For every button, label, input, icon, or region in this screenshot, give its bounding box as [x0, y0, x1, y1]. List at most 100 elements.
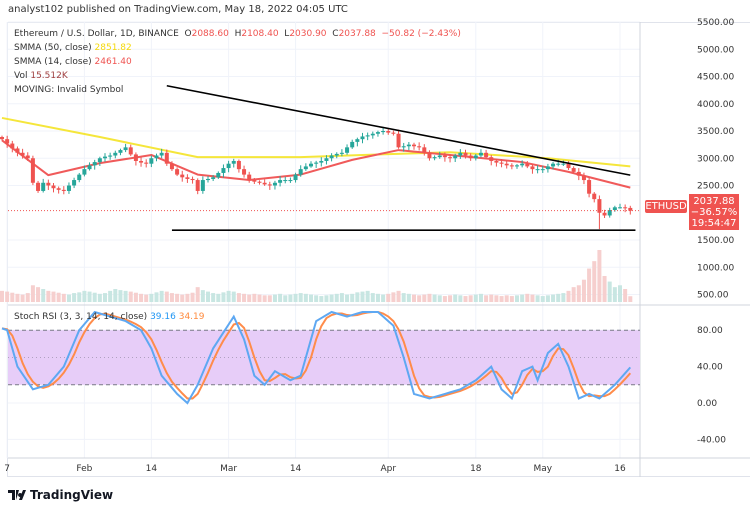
candle-body [56, 188, 61, 190]
time-axis-label: May [533, 464, 552, 474]
symbol-legend: Ethereum / U.S. Dollar, 1D, BINANCE O208… [14, 29, 461, 39]
volume-bar [56, 292, 61, 302]
tradingview-logo-icon [8, 490, 26, 500]
volume-bar [247, 294, 252, 302]
candle-body [396, 133, 401, 148]
moving-legend[interactable]: MOVING: Invalid Symbol [14, 85, 124, 95]
candle-body [103, 156, 107, 159]
candle-body [267, 184, 272, 186]
volume-bar [211, 293, 216, 302]
candle-body [587, 180, 592, 194]
candle-body [185, 177, 190, 179]
volume-bar [226, 290, 231, 302]
candle-body [453, 155, 458, 159]
price-axis-label: 3000.00 [697, 154, 734, 164]
candle-body [545, 166, 550, 170]
candle-body [345, 147, 350, 153]
bar-countdown: 19:54:47 [691, 218, 737, 229]
candle-body [561, 163, 566, 165]
volume-bar [41, 289, 46, 302]
symbol-name: Ethereum / U.S. Dollar, 1D, BINANCE [14, 29, 179, 39]
stoch-k-line [1, 310, 632, 405]
time-axis-label: 18 [470, 464, 482, 474]
volume-bar [401, 293, 406, 302]
candle-body [278, 180, 283, 183]
volume-bar [154, 292, 159, 302]
volume-bar [169, 293, 174, 302]
volume-bar [293, 293, 298, 302]
time-axis-label: 14 [146, 464, 158, 474]
volume-bar [545, 295, 550, 302]
candle-body [540, 169, 545, 171]
volume-bar [10, 292, 15, 302]
volume-legend[interactable]: Vol 15.512K [14, 71, 68, 81]
high-value: 2108.40 [241, 29, 279, 39]
candle-body [473, 155, 478, 159]
smma14-legend[interactable]: SMMA (14, close) 2461.40 [14, 57, 132, 67]
candle-body [391, 132, 396, 134]
volume-bar [25, 293, 30, 302]
volume-bar [252, 293, 257, 302]
close-value: 2037.88 [338, 29, 376, 39]
price-axis-label: 4000.00 [697, 100, 734, 110]
volume-bar [139, 293, 144, 302]
candle-body [206, 178, 210, 181]
candle-body [437, 155, 442, 158]
candle-body [221, 168, 226, 173]
time-axis-label: 14 [290, 464, 302, 474]
volume-bar [525, 293, 530, 302]
stoch-rsi-legend[interactable]: Stoch RSI (3, 3, 14, 14, close) 39.16 34… [14, 312, 205, 322]
volume-bar [468, 295, 473, 302]
volume-bar [257, 294, 262, 302]
candle-body [602, 212, 607, 216]
candle-body [607, 210, 612, 216]
candle-body [242, 169, 247, 175]
volume-bar [113, 289, 118, 302]
candle-body [406, 144, 411, 147]
stoch-axis-label: 40.00 [697, 363, 723, 373]
time-axis-label: Feb [76, 464, 92, 474]
volume-bar [355, 292, 360, 302]
candle-body [247, 174, 252, 181]
volume-bar [602, 276, 607, 302]
stoch-axis-label: -40.00 [697, 435, 726, 445]
candle-body [324, 158, 329, 161]
candle-body [350, 141, 355, 148]
volume-bar [221, 292, 226, 302]
volume-bar [319, 296, 324, 302]
price-axis-label: 4500.00 [697, 73, 734, 83]
volume-bar [499, 296, 504, 302]
candle-body [61, 189, 66, 191]
volume-bar [242, 293, 247, 302]
volume-bar [314, 295, 319, 302]
volume-bar [108, 290, 113, 302]
volume-bar [597, 250, 602, 302]
candle-body [211, 177, 216, 179]
volume-bar [612, 287, 617, 302]
volume-bar [288, 294, 293, 302]
volume-bar [30, 285, 35, 302]
candle-body [365, 135, 370, 137]
volume-bar [463, 296, 468, 302]
candle-body [144, 162, 149, 164]
candle-body [252, 180, 257, 182]
volume-bar [175, 293, 180, 302]
candle-body [72, 180, 77, 186]
candle-body [51, 185, 56, 189]
volume-bar [36, 287, 41, 302]
tradingview-logo[interactable]: TradingView [8, 488, 113, 502]
candle-body [370, 133, 375, 136]
price-axis-label: 1000.00 [697, 263, 734, 273]
volume-bar [417, 295, 422, 302]
volume-bar [381, 294, 386, 302]
candle-body [46, 182, 51, 186]
time-axis-label: 16 [614, 464, 626, 474]
candle-body [5, 139, 10, 144]
volume-bar [406, 293, 411, 302]
smma50-legend[interactable]: SMMA (50, close) 2851.82 [14, 43, 132, 53]
candle-body [484, 152, 489, 158]
candle-body [494, 160, 499, 163]
volume-bar [412, 294, 416, 302]
candle-body [30, 158, 35, 183]
